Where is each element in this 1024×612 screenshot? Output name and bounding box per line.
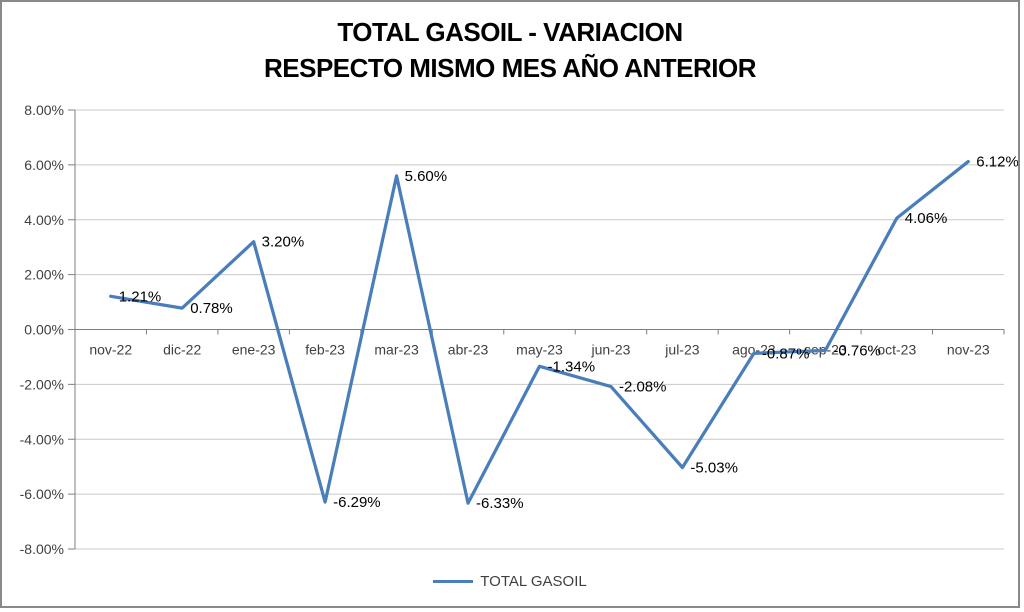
y-tick-label: -2.00% xyxy=(20,376,64,392)
y-tick-label: 2.00% xyxy=(24,267,64,283)
x-tick-label: mar-23 xyxy=(374,342,419,358)
x-tick-label: may-23 xyxy=(516,342,563,358)
legend-line-swatch xyxy=(433,580,474,583)
data-label: -6.29% xyxy=(333,494,381,511)
series-line xyxy=(109,159,970,505)
data-label: -6.33% xyxy=(476,495,524,512)
x-tick-label: feb-23 xyxy=(305,342,345,358)
x-tick-label: jun-23 xyxy=(591,342,631,358)
legend: TOTAL GASOIL xyxy=(2,573,1018,590)
data-label: -0.76% xyxy=(833,342,881,359)
y-tick-label: 8.00% xyxy=(24,102,64,118)
y-tick-label: 4.00% xyxy=(24,212,64,228)
y-tick-label: -8.00% xyxy=(20,541,64,557)
y-tick-label: -4.00% xyxy=(20,431,64,447)
data-label: -5.03% xyxy=(690,460,738,477)
x-tick-label: ene-23 xyxy=(232,342,276,358)
legend-label: TOTAL GASOIL xyxy=(480,573,587,590)
data-label: -2.08% xyxy=(619,379,667,396)
x-tick-label: nov-22 xyxy=(89,342,132,358)
data-label: -1.34% xyxy=(548,358,596,375)
chart-title-line-2: RESPECTO MISMO MES AÑO ANTERIOR xyxy=(263,53,757,83)
chart-title-line-1: TOTAL GASOIL - VARIACION xyxy=(337,17,683,47)
data-label: 0.78% xyxy=(190,300,233,317)
data-label: 4.06% xyxy=(905,210,948,227)
data-label: 6.12% xyxy=(976,154,1019,171)
data-label: 3.20% xyxy=(262,234,305,251)
data-label: 1.21% xyxy=(119,288,162,305)
x-tick-label: jul-23 xyxy=(664,342,699,358)
y-tick-label: -6.00% xyxy=(20,486,64,502)
x-tick-label: abr-23 xyxy=(448,342,489,358)
data-label: 5.60% xyxy=(405,168,448,185)
x-tick-label: oct-23 xyxy=(877,342,916,358)
chart-title: TOTAL GASOIL - VARIACION RESPECTO MISMO … xyxy=(2,14,1018,86)
x-tick-label: dic-22 xyxy=(163,342,201,358)
x-tick-label: nov-23 xyxy=(947,342,990,358)
y-tick-label: 6.00% xyxy=(24,157,64,173)
y-tick-label: 0.00% xyxy=(24,322,64,338)
data-label: -0.87% xyxy=(762,345,810,362)
